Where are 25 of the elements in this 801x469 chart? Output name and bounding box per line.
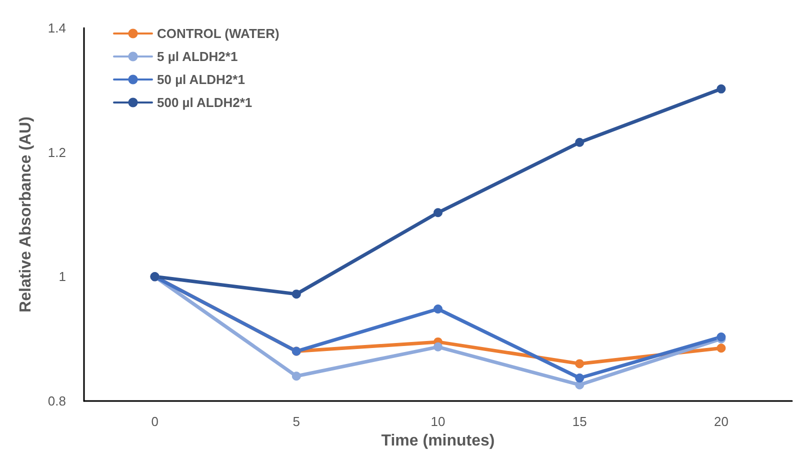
y-tick-label: 1.2	[48, 144, 66, 160]
point	[575, 359, 584, 368]
point	[716, 84, 726, 94]
legend-label: 500 µl ALDH2*1	[157, 95, 252, 110]
x-tick-label: 0	[151, 414, 158, 429]
point	[716, 344, 726, 353]
point	[434, 208, 442, 218]
point	[575, 374, 584, 382]
y-tick-label: 0.8	[48, 394, 66, 408]
y-tick-label: 1.4	[48, 20, 66, 36]
x-tick-label: 20	[714, 414, 728, 429]
y-tick-label: 1	[58, 269, 66, 284]
point	[292, 290, 301, 299]
legend-label: 5 µl ALDH2*1	[157, 49, 238, 64]
x-axis-title: Time (minutes)	[381, 432, 495, 450]
point	[292, 372, 301, 381]
point	[434, 342, 442, 352]
x-tick-label: 15	[572, 414, 587, 429]
y-axis-title: Relative Absorbance (AU)	[18, 116, 34, 312]
point	[575, 138, 584, 147]
x-tick-label: 5	[292, 414, 300, 429]
legend-label: CONTROL (WATER)	[157, 26, 280, 41]
point	[434, 304, 442, 314]
x-tick-label: 10	[430, 414, 446, 429]
legend-label: 50 µl ALDH2*1	[157, 72, 245, 87]
